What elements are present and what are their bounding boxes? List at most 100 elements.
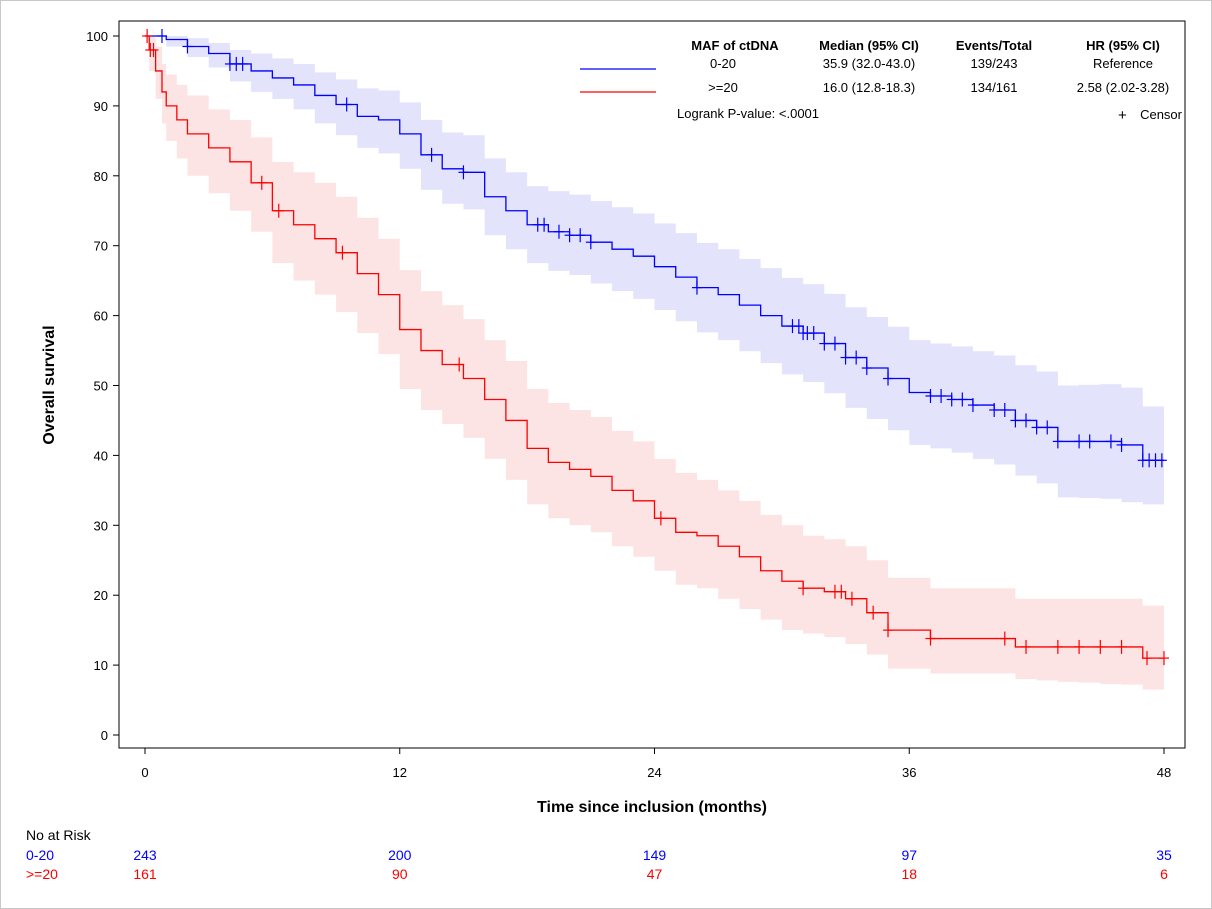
censor-mark-0-20	[691, 280, 702, 295]
censor-mark-0-20	[539, 217, 550, 232]
y-tick-label: 10	[94, 658, 108, 673]
censor-mark-0-20	[1116, 437, 1127, 452]
y-tick-label: 50	[94, 379, 108, 394]
censor-mark-ge20	[999, 631, 1010, 646]
x-tick-label: 0	[141, 765, 148, 780]
confidence-band-ge20	[145, 36, 1164, 690]
risk-values: 243 200 149 97 35 161 90 47 18 6	[133, 847, 1172, 882]
censor-mark-ge20	[798, 581, 809, 596]
risk-table-title: No at Risk	[26, 827, 92, 843]
confidence-bands	[145, 36, 1164, 690]
censor-mark-ge20	[925, 631, 936, 646]
censor-mark-0-20	[1031, 420, 1042, 435]
censor-mark-0-20	[585, 235, 596, 250]
legend-header-median: Median (95% CI)	[819, 38, 919, 53]
x-axis: 0 12 24 36 48	[141, 748, 1171, 780]
censor-mark-0-20	[946, 392, 957, 407]
censor-mark-ge20	[1021, 639, 1032, 654]
censor-mark-ge20	[883, 623, 894, 638]
censor-mark-0-20	[341, 97, 352, 112]
censor-mark-ge20	[655, 511, 666, 526]
risk-row-label-ge20: >=20	[26, 866, 58, 882]
censor-mark-ge20	[142, 29, 153, 43]
censor-mark-0-20	[553, 224, 564, 239]
legend-hr-ge20: 2.58 (2.02-3.28)	[1077, 80, 1170, 95]
censor-mark-0-20	[840, 350, 851, 365]
censor-mark-ge20	[1159, 651, 1169, 666]
censor-mark-0-20	[575, 228, 586, 243]
censor-mark-0-20	[829, 336, 840, 351]
censor-mark-0-20	[819, 336, 830, 351]
risk-value-ge20: 6	[1160, 866, 1168, 882]
legend-group-ge20: >=20	[708, 80, 738, 95]
legend-header-maf: MAF of ctDNA	[691, 38, 779, 53]
censor-mark-0-20	[883, 371, 894, 386]
censor-mark-ge20	[454, 357, 465, 372]
censor-mark-0-20	[237, 56, 248, 71]
censor-mark-0-20	[156, 29, 167, 43]
censor-mark-ge20	[337, 245, 348, 260]
censor-mark-0-20	[1084, 434, 1095, 449]
censor-mark-0-20	[999, 402, 1010, 417]
censor-mark-0-20	[936, 388, 947, 403]
censor-mark-ge20	[1116, 639, 1127, 654]
legend-header-hr: HR (95% CI)	[1086, 38, 1160, 53]
legend-events-0-20: 139/243	[971, 56, 1018, 71]
legend-median-ge20: 16.0 (12.8-18.3)	[823, 80, 916, 95]
risk-value-0-20: 35	[1156, 847, 1172, 863]
y-tick-label: 20	[94, 588, 108, 603]
censor-mark-0-20	[1074, 434, 1085, 449]
y-tick-label: 70	[94, 239, 108, 254]
censor-legend-label: Censor	[1140, 107, 1183, 122]
censor-mark-ge20	[1074, 639, 1085, 654]
x-tick-label: 24	[647, 765, 661, 780]
censor-mark-0-20	[989, 402, 1000, 417]
censor-mark-0-20	[861, 361, 872, 376]
y-axis: 0 10 20 30 40 50 60 70 80 90 100	[86, 29, 119, 743]
risk-value-ge20: 90	[392, 866, 408, 882]
censor-mark-ge20	[836, 584, 847, 599]
censor-legend-symbol: +	[1118, 107, 1127, 124]
censor-mark-0-20	[1042, 420, 1053, 435]
y-tick-label: 30	[94, 518, 108, 533]
censor-mark-ge20	[1095, 639, 1106, 654]
censor-mark-0-20	[1156, 453, 1167, 468]
censor-marks	[142, 29, 1169, 666]
censor-mark-ge20	[273, 203, 284, 218]
censor-mark-0-20	[1010, 413, 1021, 428]
censor-mark-ge20	[1142, 651, 1153, 666]
censor-mark-0-20	[564, 228, 575, 243]
censor-mark-0-20	[182, 39, 193, 54]
y-axis-title: Overall survival	[41, 325, 58, 444]
y-tick-label: 80	[94, 169, 108, 184]
legend-events-ge20: 134/161	[971, 80, 1018, 95]
censor-mark-0-20	[1052, 434, 1063, 449]
censor-mark-0-20	[1021, 413, 1032, 428]
risk-value-0-20: 149	[643, 847, 667, 863]
censor-mark-0-20	[925, 388, 936, 403]
logrank-pvalue: Logrank P-value: <.0001	[677, 106, 819, 121]
x-axis-title: Time since inclusion (months)	[537, 799, 767, 816]
y-tick-label: 90	[94, 99, 108, 114]
risk-value-0-20: 97	[901, 847, 917, 863]
censor-mark-0-20	[957, 392, 968, 407]
risk-value-ge20: 161	[133, 866, 157, 882]
y-tick-label: 0	[101, 728, 108, 743]
x-tick-label: 48	[1157, 765, 1171, 780]
censor-mark-0-20	[967, 398, 978, 413]
x-tick-label: 36	[902, 765, 916, 780]
legend-median-0-20: 35.9 (32.0-43.0)	[823, 56, 916, 71]
risk-value-ge20: 47	[647, 866, 663, 882]
censor-mark-ge20	[868, 605, 879, 620]
risk-value-0-20: 200	[388, 847, 412, 863]
survival-curve-ge20	[145, 35, 1164, 659]
censor-mark-0-20	[458, 165, 469, 180]
censor-mark-0-20	[851, 350, 862, 365]
censor-mark-0-20	[808, 326, 819, 341]
y-tick-label: 60	[94, 309, 108, 324]
censor-mark-ge20	[256, 175, 267, 190]
plot-area	[118, 20, 1186, 749]
risk-table: No at Risk 0-20 >=20 243 200 149 97 35 161 90 4…	[26, 827, 1172, 882]
y-tick-label: 40	[94, 448, 108, 463]
